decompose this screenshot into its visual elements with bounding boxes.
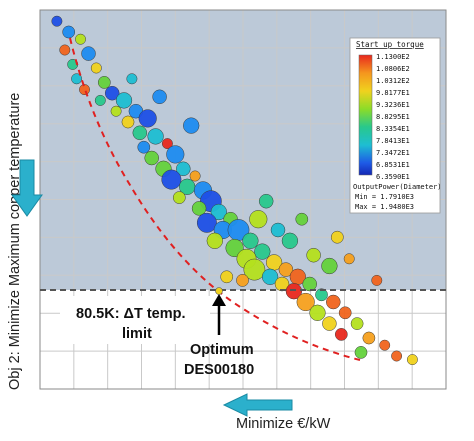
data-point bbox=[90, 62, 102, 74]
arrow-left-icon bbox=[222, 393, 293, 417]
y-axis-title: Obj 2: Minimize Maximum copper temperatu… bbox=[7, 93, 23, 390]
colorbar-tick-label: 6.8531E1 bbox=[376, 161, 410, 169]
data-point bbox=[138, 109, 157, 128]
size-legend-min: Min = 1.7910E3 bbox=[355, 193, 414, 201]
optimum-label-line1: Optimum bbox=[190, 342, 254, 358]
data-point bbox=[172, 191, 186, 204]
colorbar-tick-label: 1.0312E2 bbox=[376, 77, 410, 85]
pareto-front-line bbox=[69, 37, 361, 361]
data-point bbox=[306, 247, 321, 263]
data-point bbox=[249, 210, 268, 229]
data-point bbox=[391, 350, 403, 362]
size-legend-max: Max = 1.9480E3 bbox=[355, 203, 414, 211]
data-point bbox=[121, 115, 135, 129]
data-point bbox=[309, 304, 326, 321]
data-point bbox=[97, 76, 111, 89]
data-point bbox=[161, 169, 182, 190]
colorbar-tick-label: 6.3590E1 bbox=[376, 173, 410, 181]
data-point bbox=[285, 283, 303, 300]
colorbar-tick-label: 8.8295E1 bbox=[376, 113, 410, 121]
data-point bbox=[161, 138, 173, 150]
data-point bbox=[115, 92, 133, 109]
colorbar-tick-label: 9.8177E1 bbox=[376, 89, 410, 97]
data-point bbox=[71, 73, 83, 85]
data-point bbox=[322, 316, 337, 331]
colorbar-tick-label: 7.3472E1 bbox=[376, 149, 410, 157]
data-point bbox=[254, 243, 271, 260]
data-point bbox=[104, 85, 120, 101]
data-point bbox=[243, 258, 266, 281]
data-point bbox=[258, 193, 274, 209]
data-point bbox=[189, 170, 201, 182]
data-point bbox=[183, 117, 200, 134]
data-point bbox=[191, 201, 207, 216]
data-point bbox=[321, 257, 338, 275]
optimum-label-line2: DES00180 bbox=[184, 362, 254, 378]
data-point bbox=[362, 331, 376, 345]
size-legend-title: OutputPower(Diameter) bbox=[353, 183, 442, 191]
data-point bbox=[326, 294, 341, 310]
colorbar-gradient bbox=[358, 54, 373, 176]
data-point bbox=[59, 44, 71, 56]
data-point bbox=[196, 212, 217, 233]
data-point bbox=[338, 306, 352, 320]
data-point bbox=[295, 212, 309, 226]
data-point bbox=[315, 288, 328, 302]
data-point bbox=[242, 232, 259, 249]
data-point bbox=[152, 89, 167, 105]
data-point bbox=[350, 317, 364, 330]
optimum-point bbox=[215, 287, 223, 295]
colorbar-tick-label: 1.1300E2 bbox=[376, 53, 410, 61]
colorbar-title: Start up torque bbox=[356, 40, 424, 49]
data-point bbox=[137, 140, 151, 154]
arrow-down-icon bbox=[11, 159, 43, 217]
data-point bbox=[110, 105, 122, 117]
data-point bbox=[206, 232, 223, 249]
data-point bbox=[62, 25, 76, 39]
data-point bbox=[296, 292, 315, 312]
data-point bbox=[278, 262, 294, 277]
data-point bbox=[75, 33, 86, 45]
data-point bbox=[406, 354, 418, 366]
data-point bbox=[270, 222, 286, 238]
data-point bbox=[334, 328, 348, 341]
colorbar-tick-label: 1.0806E2 bbox=[376, 65, 410, 73]
plot-frame bbox=[39, 9, 447, 390]
data-point bbox=[126, 73, 138, 85]
data-points bbox=[51, 15, 418, 366]
limit-label-line1: 80.5K: ΔT temp. bbox=[76, 306, 186, 322]
data-point bbox=[354, 346, 368, 359]
optimum-arrow-icon bbox=[212, 294, 226, 306]
data-point bbox=[51, 15, 63, 27]
data-point bbox=[176, 161, 191, 177]
data-point bbox=[79, 84, 90, 96]
data-point bbox=[166, 145, 185, 164]
data-point bbox=[220, 270, 234, 284]
data-point bbox=[94, 94, 106, 106]
colorbar-tick-label: 7.8413E1 bbox=[376, 137, 410, 145]
data-point bbox=[144, 150, 159, 166]
data-point bbox=[132, 125, 148, 141]
colorbar-tick-label: 9.3236E1 bbox=[376, 101, 410, 109]
data-point bbox=[210, 203, 227, 221]
data-point bbox=[281, 232, 299, 249]
data-point bbox=[330, 230, 344, 244]
data-point bbox=[343, 253, 355, 265]
colorbar-tick-label: 8.3354E1 bbox=[376, 125, 410, 133]
x-axis-title: Minimize €/kW bbox=[236, 416, 331, 432]
data-point bbox=[302, 276, 317, 292]
limit-label-box bbox=[60, 296, 210, 344]
data-point bbox=[147, 128, 164, 145]
data-point bbox=[379, 339, 391, 351]
data-point bbox=[236, 274, 249, 287]
data-point bbox=[371, 274, 383, 286]
limit-label-line2: limit bbox=[122, 326, 152, 342]
colorbar-legend: Start up torque 1.1300E2 1.0806E2 1.0312E2… bbox=[349, 37, 442, 214]
data-point bbox=[81, 46, 96, 61]
data-point bbox=[261, 268, 279, 285]
